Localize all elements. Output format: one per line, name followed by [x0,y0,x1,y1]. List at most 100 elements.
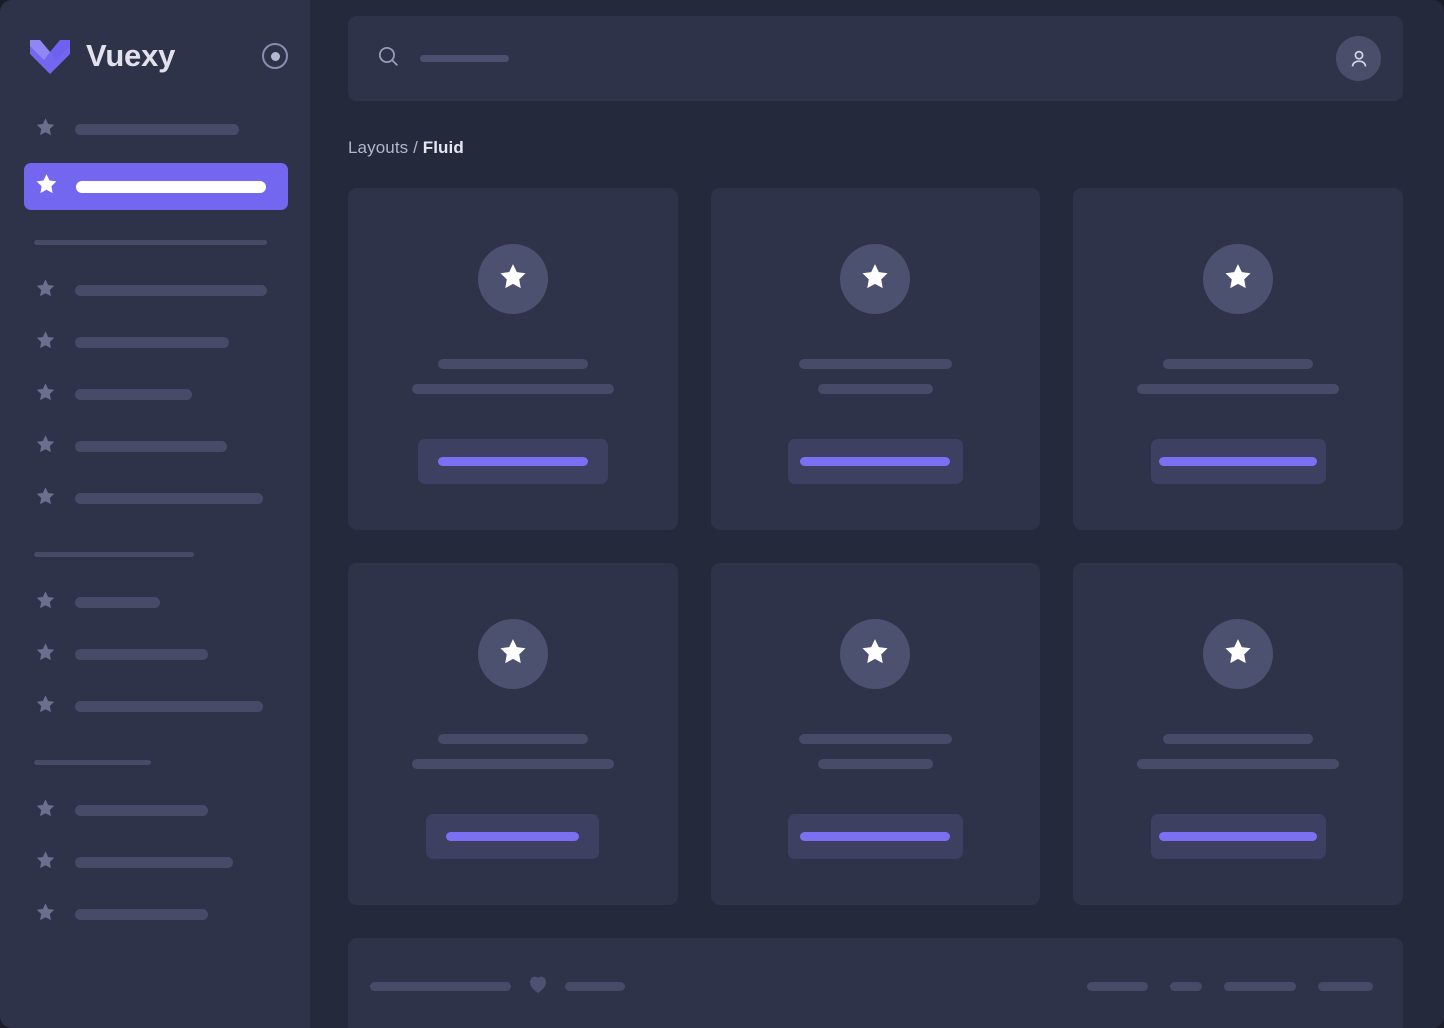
skeleton-line [1163,734,1314,744]
breadcrumb-current: Fluid [422,138,464,157]
star-icon [34,589,57,616]
sidebar-item-label-skeleton [75,648,208,660]
sidebar-item-label-skeleton [75,440,227,452]
footer-link-skeleton[interactable] [1224,982,1296,991]
sidebar-item[interactable] [0,680,310,732]
card[interactable] [710,563,1041,905]
sidebar-item[interactable] [0,784,310,836]
nav-group [0,760,310,940]
card-avatar [477,244,548,314]
star-icon [34,797,57,824]
card-action-button[interactable] [787,814,963,859]
footer-link-skeleton[interactable] [1170,982,1202,991]
card[interactable] [348,188,678,530]
sidebar-item-label-skeleton [75,336,229,348]
skeleton-line [411,384,614,394]
card-action-button[interactable] [787,439,963,484]
sidebar-item[interactable] [0,888,310,940]
sidebar-item[interactable] [0,316,310,368]
sidebar-item[interactable] [0,112,310,146]
avatar[interactable] [1336,36,1381,81]
footer [348,938,1403,1028]
skeleton-line [1137,759,1340,769]
skeleton-line [437,734,588,744]
star-icon [34,641,57,668]
skeleton-line [411,759,614,769]
sidebar-item-label-skeleton [75,284,267,296]
button-label-skeleton [800,457,951,466]
skeleton-line [1163,359,1314,369]
search-icon [376,44,401,74]
breadcrumb-parent[interactable]: Layouts [348,138,409,157]
nav-group [0,552,310,732]
sidebar-item[interactable] [0,628,310,680]
nav-group [0,112,310,210]
search-placeholder-skeleton [420,55,509,62]
card[interactable] [1073,188,1403,530]
sidebar-item[interactable] [0,264,310,316]
star-icon [1222,261,1254,297]
breadcrumb-separator: / [413,138,418,157]
skeleton-line [798,359,952,369]
footer-link-skeleton[interactable] [1087,982,1148,991]
sidebar-item-label-skeleton [75,856,233,868]
sidebar-item-label-skeleton [75,388,192,400]
star-icon [34,849,57,876]
card-action-button[interactable] [1150,439,1326,484]
sidebar-item-label-skeleton [76,180,266,193]
top-navbar [348,16,1403,101]
star-icon [34,116,57,143]
sidebar-item-label-skeleton [75,700,263,712]
sidebar-item-active[interactable] [24,163,288,210]
skeleton-line [1137,384,1340,394]
star-icon [34,693,57,720]
search-input[interactable] [376,44,1336,74]
footer-credit [370,972,1087,1001]
card-action-button[interactable] [417,439,608,484]
star-icon [34,433,57,460]
footer-text-skeleton [565,982,625,991]
sidebar-item[interactable] [0,472,310,524]
star-icon [497,261,529,297]
star-icon [34,172,59,201]
card[interactable] [348,563,678,905]
sidebar-item[interactable] [0,836,310,888]
sidebar-item-label-skeleton [75,804,208,816]
sidebar-item[interactable] [0,576,310,628]
footer-text-skeleton [370,982,511,991]
card-text-skeleton [711,734,1041,769]
sidebar-item[interactable] [0,420,310,472]
card[interactable] [710,188,1041,530]
heart-icon [526,972,550,1001]
card-text-skeleton [348,359,678,394]
footer-links [1087,982,1373,991]
sidebar-item-label-skeleton [75,492,263,504]
vuexy-chevron-logo-icon [28,36,72,76]
circle-dot-icon[interactable] [262,43,288,69]
skeleton-line [817,384,933,394]
card-avatar [1203,244,1274,314]
star-icon [859,636,891,672]
card-text-skeleton [1073,734,1403,769]
sidebar-item[interactable] [0,368,310,420]
star-icon [859,261,891,297]
star-icon [1222,636,1254,672]
card-avatar [1203,619,1274,689]
sidebar-section-divider [34,240,267,245]
breadcrumb: Layouts / Fluid [348,138,1403,158]
brand-row: Vuexy [0,0,310,112]
sidebar: Vuexy [0,0,310,1028]
card[interactable] [1073,563,1403,905]
button-label-skeleton [1159,832,1318,841]
card-action-button[interactable] [1150,814,1326,859]
skeleton-line [798,734,952,744]
button-label-skeleton [437,457,588,466]
button-label-skeleton [800,832,951,841]
footer-link-skeleton[interactable] [1318,982,1373,991]
sidebar-item-label-skeleton [75,596,160,608]
sidebar-item-label-skeleton [75,908,208,920]
card-action-button[interactable] [426,814,600,859]
sidebar-item-label-skeleton [75,123,239,135]
main-content: Layouts / Fluid [310,0,1444,1028]
